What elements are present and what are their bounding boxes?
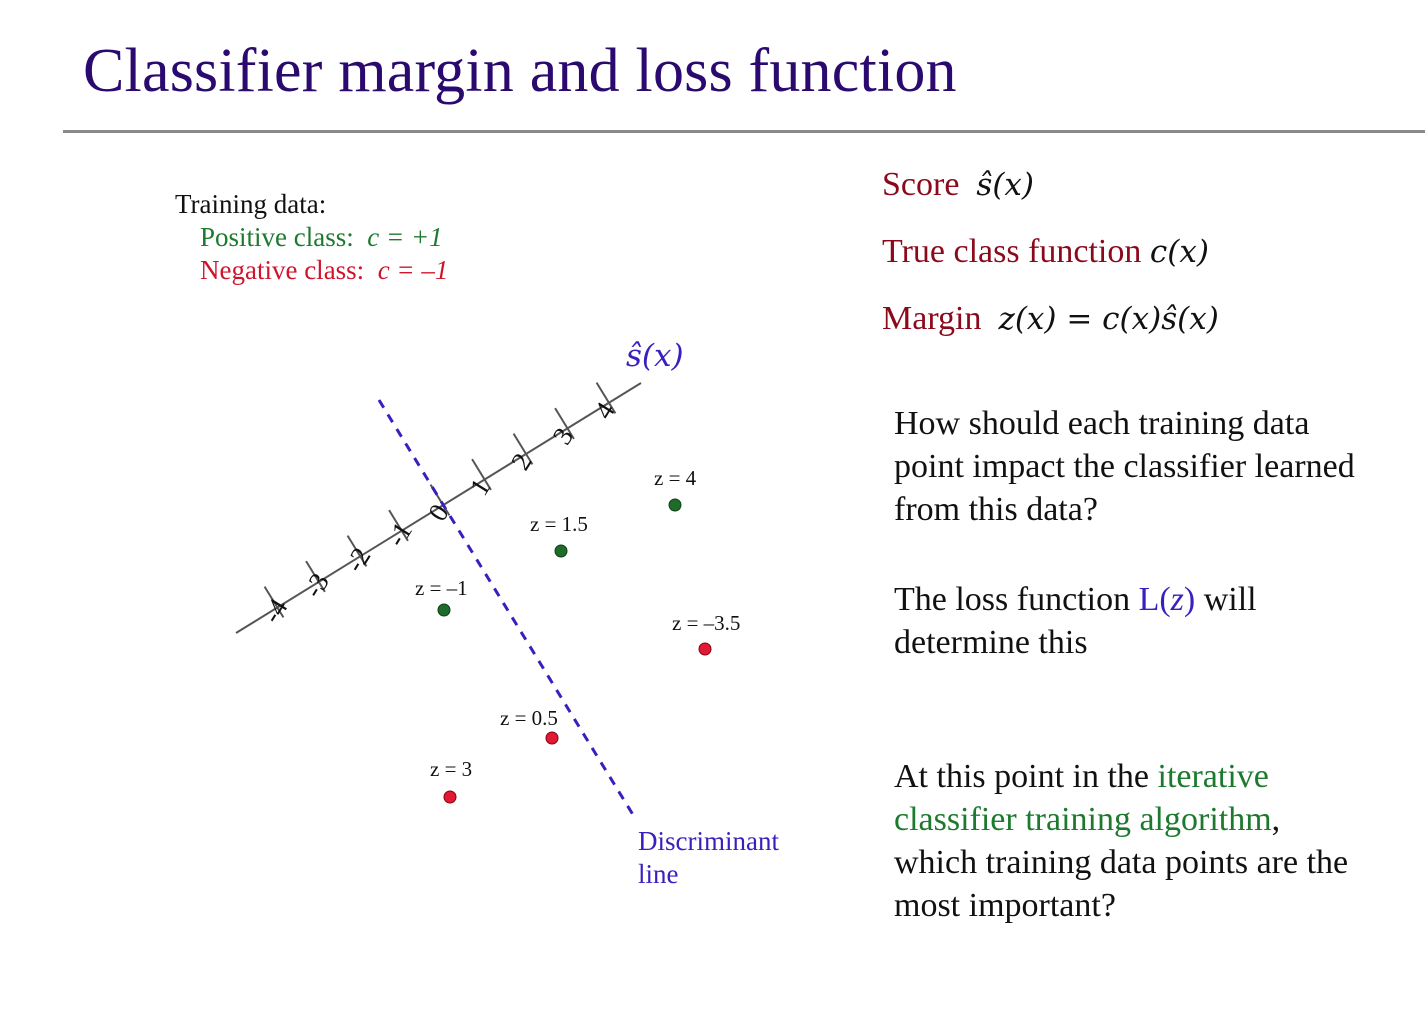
axis-tick-label: -2 bbox=[339, 542, 376, 577]
title-divider bbox=[63, 130, 1425, 133]
point-margin-label: z = 4 bbox=[654, 466, 697, 490]
positive-class-label: Positive class: bbox=[200, 222, 354, 252]
loss-line-1: The loss function L(z) will bbox=[894, 578, 1257, 621]
axis-tick-label: 0 bbox=[422, 499, 455, 526]
positive-point bbox=[668, 498, 682, 512]
axis-tick-label: 2 bbox=[505, 448, 538, 475]
margin-label: Margin bbox=[882, 300, 982, 337]
axis-tick-mark bbox=[346, 535, 368, 567]
axis-tick-mark bbox=[512, 433, 534, 465]
loss-paragraph: The loss function L(z) will determine th… bbox=[894, 578, 1257, 664]
discriminant-line bbox=[377, 399, 637, 819]
true-class-label: True class function bbox=[882, 233, 1142, 270]
loss-text-after: will bbox=[1195, 581, 1257, 618]
axis-tick-mark bbox=[388, 509, 409, 542]
legend-heading: Training data: bbox=[175, 189, 327, 219]
axis-tick-label: -3 bbox=[298, 568, 335, 603]
axis-tick-mark bbox=[554, 407, 575, 440]
axis-tick-mark bbox=[305, 560, 326, 593]
axis-tick-label: -1 bbox=[381, 517, 418, 552]
importance-comma: , bbox=[1271, 801, 1281, 838]
question-line-1: How should each training data bbox=[894, 405, 1310, 442]
axis-tick-mark bbox=[263, 586, 285, 618]
slide-title: Classifier margin and loss function bbox=[83, 37, 957, 105]
legend-negative: Negative class: c = –1 bbox=[175, 254, 448, 287]
importance-green-2: classifier training algorithm bbox=[894, 801, 1272, 838]
importance-line-3: which training data points are the bbox=[894, 844, 1349, 881]
margin-expr: z(x) = c(x)ŝ(x) bbox=[998, 301, 1219, 337]
axis-tick-mark bbox=[595, 382, 617, 414]
score-definition: Score ŝ(x) bbox=[882, 166, 1034, 204]
true-class-expr: c(x) bbox=[1149, 234, 1209, 270]
point-margin-label: z = 3 bbox=[430, 757, 472, 781]
positive-point bbox=[554, 544, 568, 558]
score-axis-label: ŝ(x) bbox=[626, 338, 684, 374]
negative-class-expr: c = –1 bbox=[377, 255, 449, 285]
point-margin-label: z = –3.5 bbox=[672, 611, 740, 635]
legend-positive: Positive class: c = +1 bbox=[175, 221, 448, 254]
axis-tick-label: 4 bbox=[588, 396, 621, 424]
positive-point bbox=[437, 603, 451, 617]
point-margin-label: z = 0.5 bbox=[500, 706, 558, 730]
loss-line-2: determine this bbox=[894, 624, 1088, 661]
negative-point bbox=[545, 731, 559, 745]
loss-text-before: The loss function bbox=[894, 581, 1139, 618]
importance-green-1: iterative bbox=[1157, 758, 1269, 795]
axis-tick-mark bbox=[471, 458, 492, 491]
discriminant-label-line-2: line bbox=[638, 859, 679, 889]
importance-line-1: At this point in the iterative bbox=[894, 755, 1348, 798]
negative-point bbox=[698, 642, 712, 656]
score-expr: ŝ(x) bbox=[976, 167, 1035, 203]
negative-point bbox=[443, 790, 457, 804]
importance-start: At this point in the bbox=[894, 758, 1158, 795]
discriminant-label-line-1: Discriminant bbox=[638, 826, 779, 856]
axis-tick-label: -4 bbox=[256, 593, 294, 628]
true-class-definition: True class function c(x) bbox=[882, 233, 1209, 271]
training-data-legend: Training data: Positive class: c = +1 Ne… bbox=[175, 188, 448, 287]
score-label: Score bbox=[882, 166, 960, 203]
axis-tick-label: 1 bbox=[464, 473, 497, 500]
importance-line-2: classifier training algorithm, bbox=[894, 798, 1348, 841]
loss-L: L( bbox=[1138, 581, 1171, 618]
importance-paragraph: At this point in the iterative classifie… bbox=[894, 755, 1348, 927]
axis-tick-label: 3 bbox=[547, 422, 580, 449]
loss-z: z bbox=[1170, 581, 1184, 618]
question-paragraph: How should each training data point impa… bbox=[894, 402, 1355, 531]
importance-line-4: most important? bbox=[894, 887, 1116, 924]
positive-class-expr: c = +1 bbox=[367, 222, 443, 252]
question-line-3: from this data? bbox=[894, 491, 1098, 528]
point-margin-label: z = –1 bbox=[415, 576, 468, 600]
negative-class-label: Negative class: bbox=[200, 255, 365, 285]
score-axis-line bbox=[235, 382, 642, 634]
margin-definition: Margin z(x) = c(x)ŝ(x) bbox=[882, 300, 1219, 338]
loss-close: ) bbox=[1183, 581, 1196, 618]
question-line-2: point impact the classifier learned bbox=[894, 448, 1355, 485]
point-margin-label: z = 1.5 bbox=[530, 512, 588, 536]
training-points: z = 4 z = 1.5 z = –1 z = –3.5 z = 0.5 z = 3 bbox=[415, 466, 740, 804]
